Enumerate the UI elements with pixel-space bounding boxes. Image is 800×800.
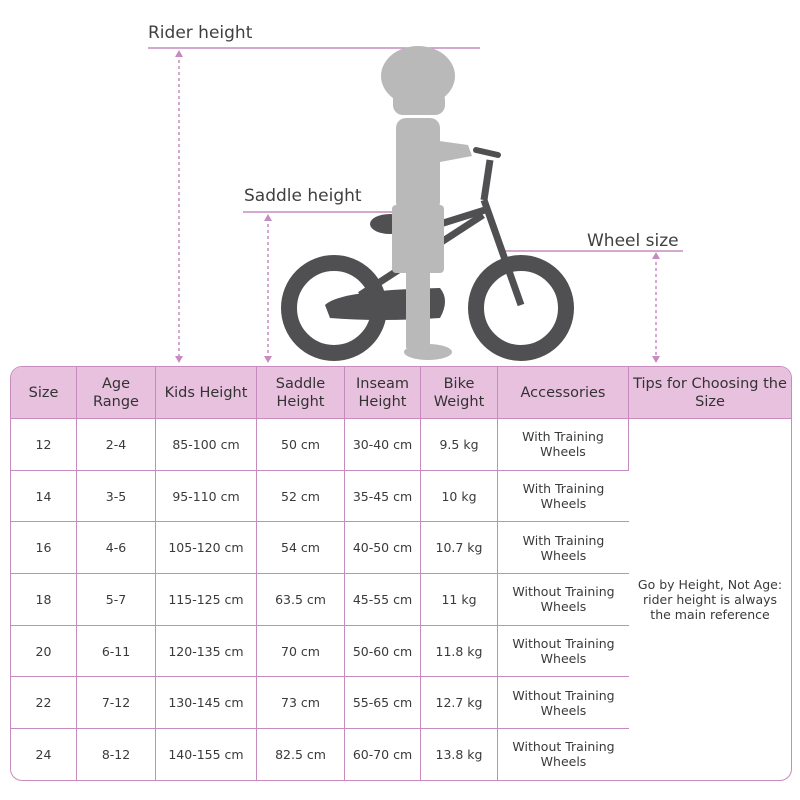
cell-kids-height: 120-135 cm [156,625,257,678]
header-age-range: Age Range [77,367,156,419]
bike-sizing-illustration [148,46,683,363]
cell-accessories: Without Training Wheels [498,677,629,730]
header-kids-height: Kids Height [156,367,257,419]
wheel-size-label: Wheel size [587,231,679,251]
cell-inseam-height: 40-50 cm [345,522,421,575]
cell-kids-height: 115-125 cm [156,574,257,626]
cell-saddle-height: 82.5 cm [257,729,345,780]
cell-saddle-height: 70 cm [257,625,345,678]
cell-bike-weight: 9.5 kg [421,419,498,471]
cell-inseam-height: 35-45 cm [345,470,421,523]
saddle-height-label: Saddle height [244,186,362,206]
cell-size: 18 [11,574,77,626]
cell-saddle-height: 73 cm [257,677,345,730]
cell-bike-weight: 13.8 kg [421,729,498,780]
cell-inseam-height: 55-65 cm [345,677,421,730]
cell-kids-height: 95-110 cm [156,470,257,523]
cell-age-range: 3-5 [77,470,156,523]
cell-age-range: 7-12 [77,677,156,730]
header-inseam-height: Inseam Height [345,367,421,419]
cell-inseam-height: 60-70 cm [345,729,421,780]
cell-kids-height: 140-155 cm [156,729,257,780]
cell-saddle-height: 63.5 cm [257,574,345,626]
header-saddle-height: Saddle Height [257,367,345,419]
cell-kids-height: 85-100 cm [156,419,257,471]
cell-saddle-height: 50 cm [257,419,345,471]
cell-accessories: With Training Wheels [498,471,629,523]
cell-size: 24 [11,729,77,780]
header-size: Size [11,367,77,419]
header-tips: Tips for Choosing the Size [629,367,791,419]
cell-bike-weight: 11.8 kg [421,625,498,678]
rider-height-label: Rider height [148,23,253,43]
table-header-row: Size Age Range Kids Height Saddle Height… [11,367,791,419]
cell-age-range: 8-12 [77,729,156,780]
cell-age-range: 4-6 [77,522,156,575]
cell-size: 16 [11,522,77,575]
cell-accessories: Without Training Wheels [498,574,629,626]
cell-accessories: Without Training Wheels [498,626,629,678]
table-row: 16 4-6 105-120 cm 54 cm 40-50 cm 10.7 kg With … [11,522,791,575]
table-row: 20 6-11 120-135 cm 70 cm 50-60 cm 11.8 kg With… [11,625,791,678]
header-bike-weight: Bike Weight [421,367,498,419]
cell-bike-weight: 10.7 kg [421,522,498,575]
cell-size: 14 [11,470,77,523]
table-row: 24 8-12 140-155 cm 82.5 cm 60-70 cm 13.8 kg Wi… [11,729,791,780]
cell-bike-weight: 11 kg [421,574,498,626]
cell-saddle-height: 54 cm [257,522,345,575]
table-row: 18 5-7 115-125 cm 63.5 cm 45-55 cm 11 kg Witho… [11,574,791,626]
cell-kids-height: 130-145 cm [156,677,257,730]
table-row: 14 3-5 95-110 cm 52 cm 35-45 cm 10 kg With Tra… [11,470,791,523]
cell-accessories: Without Training Wheels [512,739,615,770]
cell-bike-weight: 10 kg [421,470,498,523]
cell-tips: Go by Height, Not Age: rider height is a… [637,576,783,622]
cell-accessories: With Training Wheels [498,419,629,471]
cell-kids-height: 105-120 cm [156,522,257,575]
table-row: 12 2-4 85-100 cm 50 cm 30-40 cm 9.5 kg With Tr… [11,419,791,622]
size-chart-table: Size Age Range Kids Height Saddle Height… [10,366,792,781]
cell-size: 22 [11,677,77,730]
cell-age-range: 5-7 [77,574,156,626]
header-accessories: Accessories [498,367,629,419]
cell-inseam-height: 45-55 cm [345,574,421,626]
cell-size: 12 [11,419,77,471]
cell-size: 20 [11,625,77,678]
child-silhouette-icon [381,46,472,360]
cell-inseam-height: 30-40 cm [345,419,421,471]
cell-age-range: 2-4 [77,419,156,471]
cell-accessories: With Training Wheels [498,522,629,575]
cell-inseam-height: 50-60 cm [345,625,421,678]
cell-age-range: 6-11 [77,625,156,678]
cell-saddle-height: 52 cm [257,470,345,523]
cell-bike-weight: 12.7 kg [421,677,498,730]
table-row: 22 7-12 130-145 cm 73 cm 55-65 cm 12.7 kg With… [11,677,791,730]
